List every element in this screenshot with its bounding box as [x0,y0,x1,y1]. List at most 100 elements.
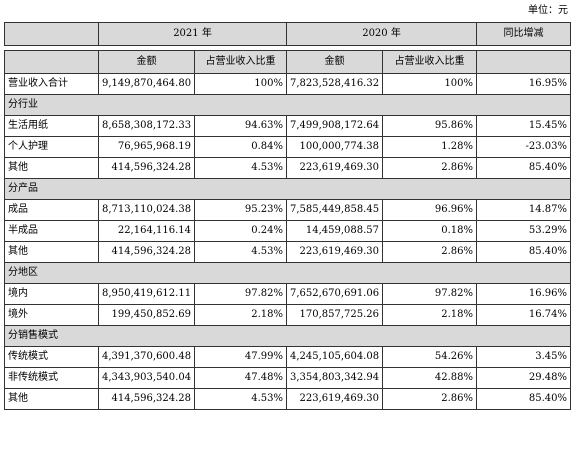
amount-2020: 223,619,469.30 [287,158,383,179]
yoy-change: -23.03% [477,137,571,158]
amount-2021: 8,950,419,612.11 [99,284,195,305]
table-row: 其他 414,596,324.28 4.53% 223,619,469.30 2.86%… [5,242,571,263]
ratio-2020: 2.86% [383,158,477,179]
amount-2020: 223,619,469.30 [287,389,383,410]
ratio-2020: 0.18% [383,221,477,242]
amount-2020: 7,499,908,172.64 [287,116,383,137]
amount-2020: 223,619,469.30 [287,242,383,263]
header-blank-cell [477,51,571,74]
row-label: 传统模式 [5,347,99,368]
ratio-2020: 1.28% [383,137,477,158]
yoy-change: 85.40% [477,158,571,179]
amount-2021: 4,343,903,540.04 [99,368,195,389]
yoy-change: 53.29% [477,221,571,242]
table-row: 半成品 22,164,116.14 0.24% 14,459,088.57 0.18% 5… [5,221,571,242]
yoy-change: 15.45% [477,116,571,137]
section-header-row: 分销售模式 [5,326,571,347]
table-row: 境内 8,950,419,612.11 97.82% 7,652,670,691.06… [5,284,571,305]
header-year-2020: 2020 年 [287,23,477,46]
header-blank-cell [5,23,99,46]
section-title: 分销售模式 [5,326,571,347]
row-label: 个人护理 [5,137,99,158]
amount-2021: 9,149,870,464.80 [99,74,195,95]
ratio-2020: 97.82% [383,284,477,305]
row-label: 其他 [5,242,99,263]
ratio-2021: 100% [195,74,287,95]
yoy-change: 85.40% [477,389,571,410]
table-row: 传统模式 4,391,370,600.48 47.99% 4,245,105,604.… [5,347,571,368]
yoy-change: 16.96% [477,284,571,305]
amount-2021: 4,391,370,600.48 [99,347,195,368]
section-header-row: 分地区 [5,263,571,284]
ratio-2021: 4.53% [195,158,287,179]
amount-2020: 170,857,725.26 [287,305,383,326]
ratio-2021: 47.48% [195,368,287,389]
section-header-row: 分行业 [5,95,571,116]
yoy-change: 85.40% [477,242,571,263]
ratio-2021: 2.18% [195,305,287,326]
amount-2020: 14,459,088.57 [287,221,383,242]
row-label: 境内 [5,284,99,305]
ratio-2021: 97.82% [195,284,287,305]
table-row: 非传统模式 4,343,903,540.04 47.48% 3,354,803,342… [5,368,571,389]
table-row: 成品 8,713,110,024.38 95.23% 7,585,449,858.45… [5,200,571,221]
section-title: 分行业 [5,95,571,116]
amount-2021: 414,596,324.28 [99,389,195,410]
section-title: 分地区 [5,263,571,284]
header-row-years: 2021 年 2020 年 同比增减 [5,23,571,46]
ratio-2020: 96.96% [383,200,477,221]
header-amount-2020: 金额 [287,51,383,74]
amount-2020: 100,000,774.38 [287,137,383,158]
ratio-2021: 47.99% [195,347,287,368]
ratio-2020: 100% [383,74,477,95]
row-label: 营业收入合计 [5,74,99,95]
ratio-2020: 42.88% [383,368,477,389]
ratio-2020: 2.18% [383,305,477,326]
ratio-2020: 54.26% [383,347,477,368]
header-yoy: 同比增减 [477,23,571,46]
table-row: 其他 414,596,324.28 4.53% 223,619,469.30 2.86%… [5,389,571,410]
row-label: 半成品 [5,221,99,242]
section-title: 分产品 [5,179,571,200]
section-header-row: 分产品 [5,179,571,200]
header-amount-2021: 金额 [99,51,195,74]
ratio-2021: 0.24% [195,221,287,242]
revenue-table: 2021 年 2020 年 同比增减 金额 占营业收入比重 金额 占营业收入比重… [4,22,571,410]
row-label: 非传统模式 [5,368,99,389]
yoy-change: 16.74% [477,305,571,326]
row-label: 境外 [5,305,99,326]
yoy-change: 29.48% [477,368,571,389]
ratio-2021: 4.53% [195,242,287,263]
table-row: 生活用纸 8,658,308,172.33 94.63% 7,499,908,172.… [5,116,571,137]
amount-2021: 8,658,308,172.33 [99,116,195,137]
row-label: 生活用纸 [5,116,99,137]
yoy-change: 16.95% [477,74,571,95]
table-row: 其他 414,596,324.28 4.53% 223,619,469.30 2.86%… [5,158,571,179]
yoy-change: 3.45% [477,347,571,368]
header-ratio-2020: 占营业收入比重 [383,51,477,74]
amount-2021: 414,596,324.28 [99,158,195,179]
amount-2021: 22,164,116.14 [99,221,195,242]
ratio-2020: 2.86% [383,389,477,410]
amount-2021: 76,965,968.19 [99,137,195,158]
table-row: 境外 199,450,852.69 2.18% 170,857,725.26 2.18%… [5,305,571,326]
amount-2020: 7,585,449,858.45 [287,200,383,221]
ratio-2021: 94.63% [195,116,287,137]
table-row: 个人护理 76,965,968.19 0.84% 100,000,774.38 1.28… [5,137,571,158]
unit-label: 单位：元 [528,4,568,18]
amount-2020: 7,652,670,691.06 [287,284,383,305]
row-label: 成品 [5,200,99,221]
row-label: 其他 [5,158,99,179]
total-row: 营业收入合计 9,149,870,464.80 100% 7,823,528,4… [5,74,571,95]
amount-2020: 3,354,803,342.94 [287,368,383,389]
amount-2021: 414,596,324.28 [99,242,195,263]
amount-2021: 199,450,852.69 [99,305,195,326]
header-year-2021: 2021 年 [99,23,287,46]
ratio-2020: 2.86% [383,242,477,263]
ratio-2021: 0.84% [195,137,287,158]
row-label: 其他 [5,389,99,410]
amount-2021: 8,713,110,024.38 [99,200,195,221]
ratio-2020: 95.86% [383,116,477,137]
ratio-2021: 4.53% [195,389,287,410]
header-blank-cell [5,51,99,74]
